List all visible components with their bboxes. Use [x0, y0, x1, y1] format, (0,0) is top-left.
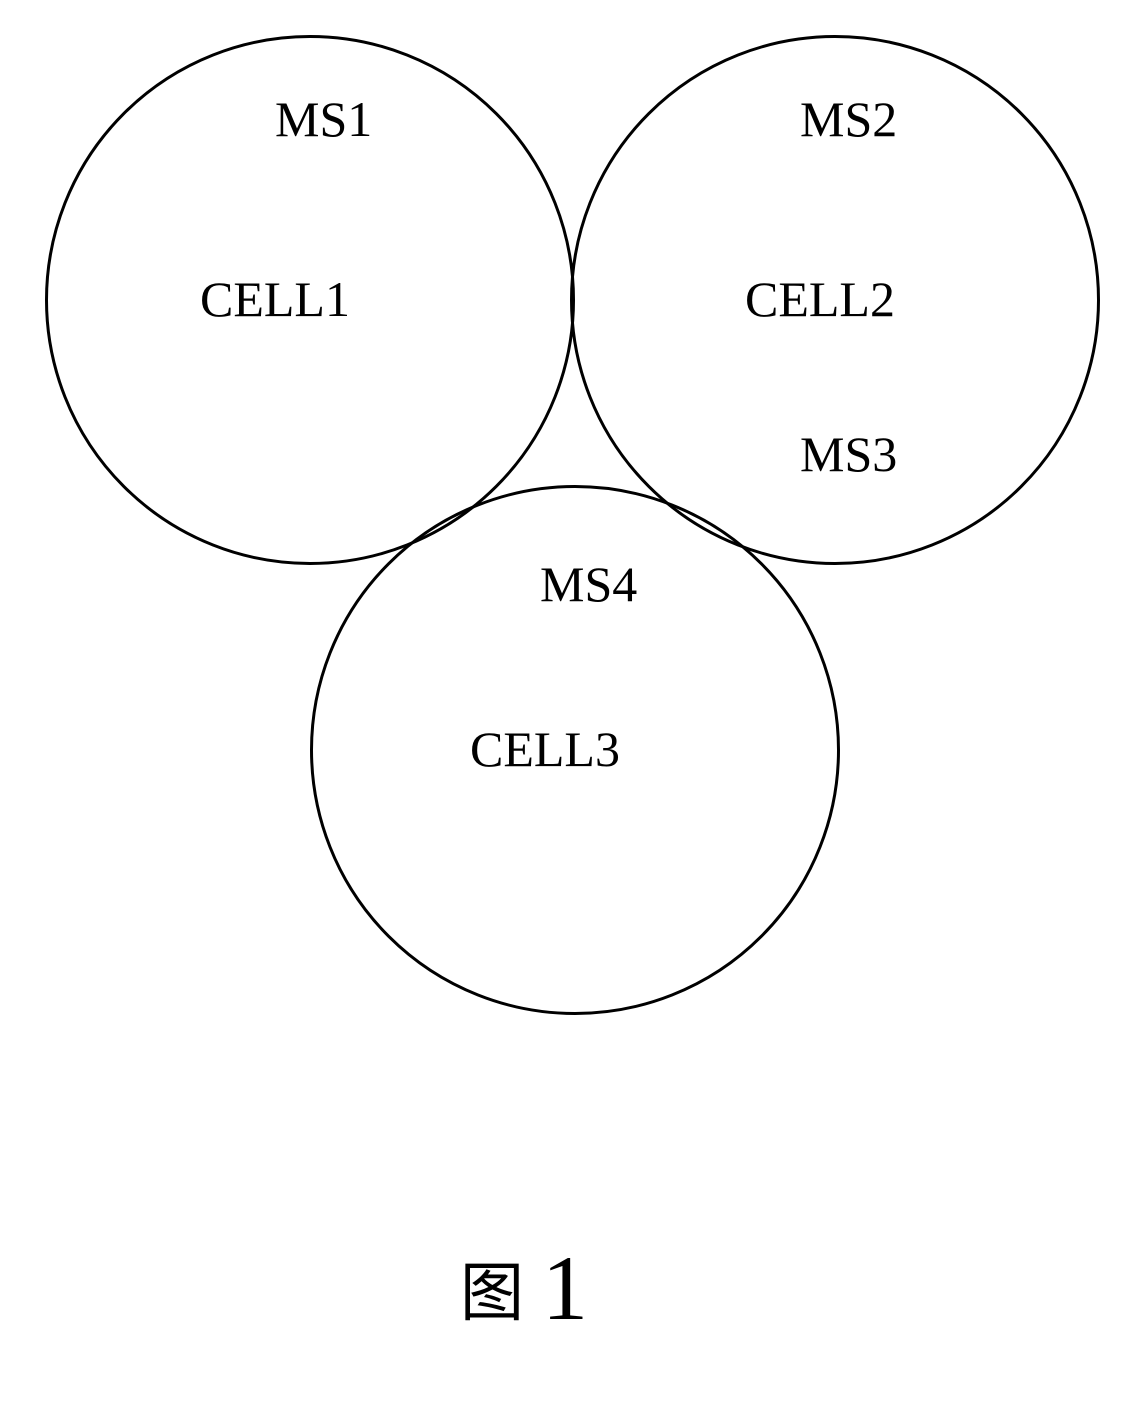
cell-diagram: MS1 MS2 CELL1 CELL2 MS3 MS4 CELL3 图 1: [0, 0, 1147, 1403]
label-ms3: MS3: [800, 425, 897, 483]
label-cell2: CELL2: [745, 270, 895, 328]
label-ms4: MS4: [540, 555, 637, 613]
label-ms1: MS1: [275, 90, 372, 148]
label-cell3: CELL3: [470, 720, 620, 778]
caption-symbol: 图: [460, 1242, 524, 1334]
label-cell1: CELL1: [200, 270, 350, 328]
caption-number: 1: [542, 1235, 588, 1341]
label-ms2: MS2: [800, 90, 897, 148]
figure-caption: 图 1: [460, 1235, 588, 1341]
